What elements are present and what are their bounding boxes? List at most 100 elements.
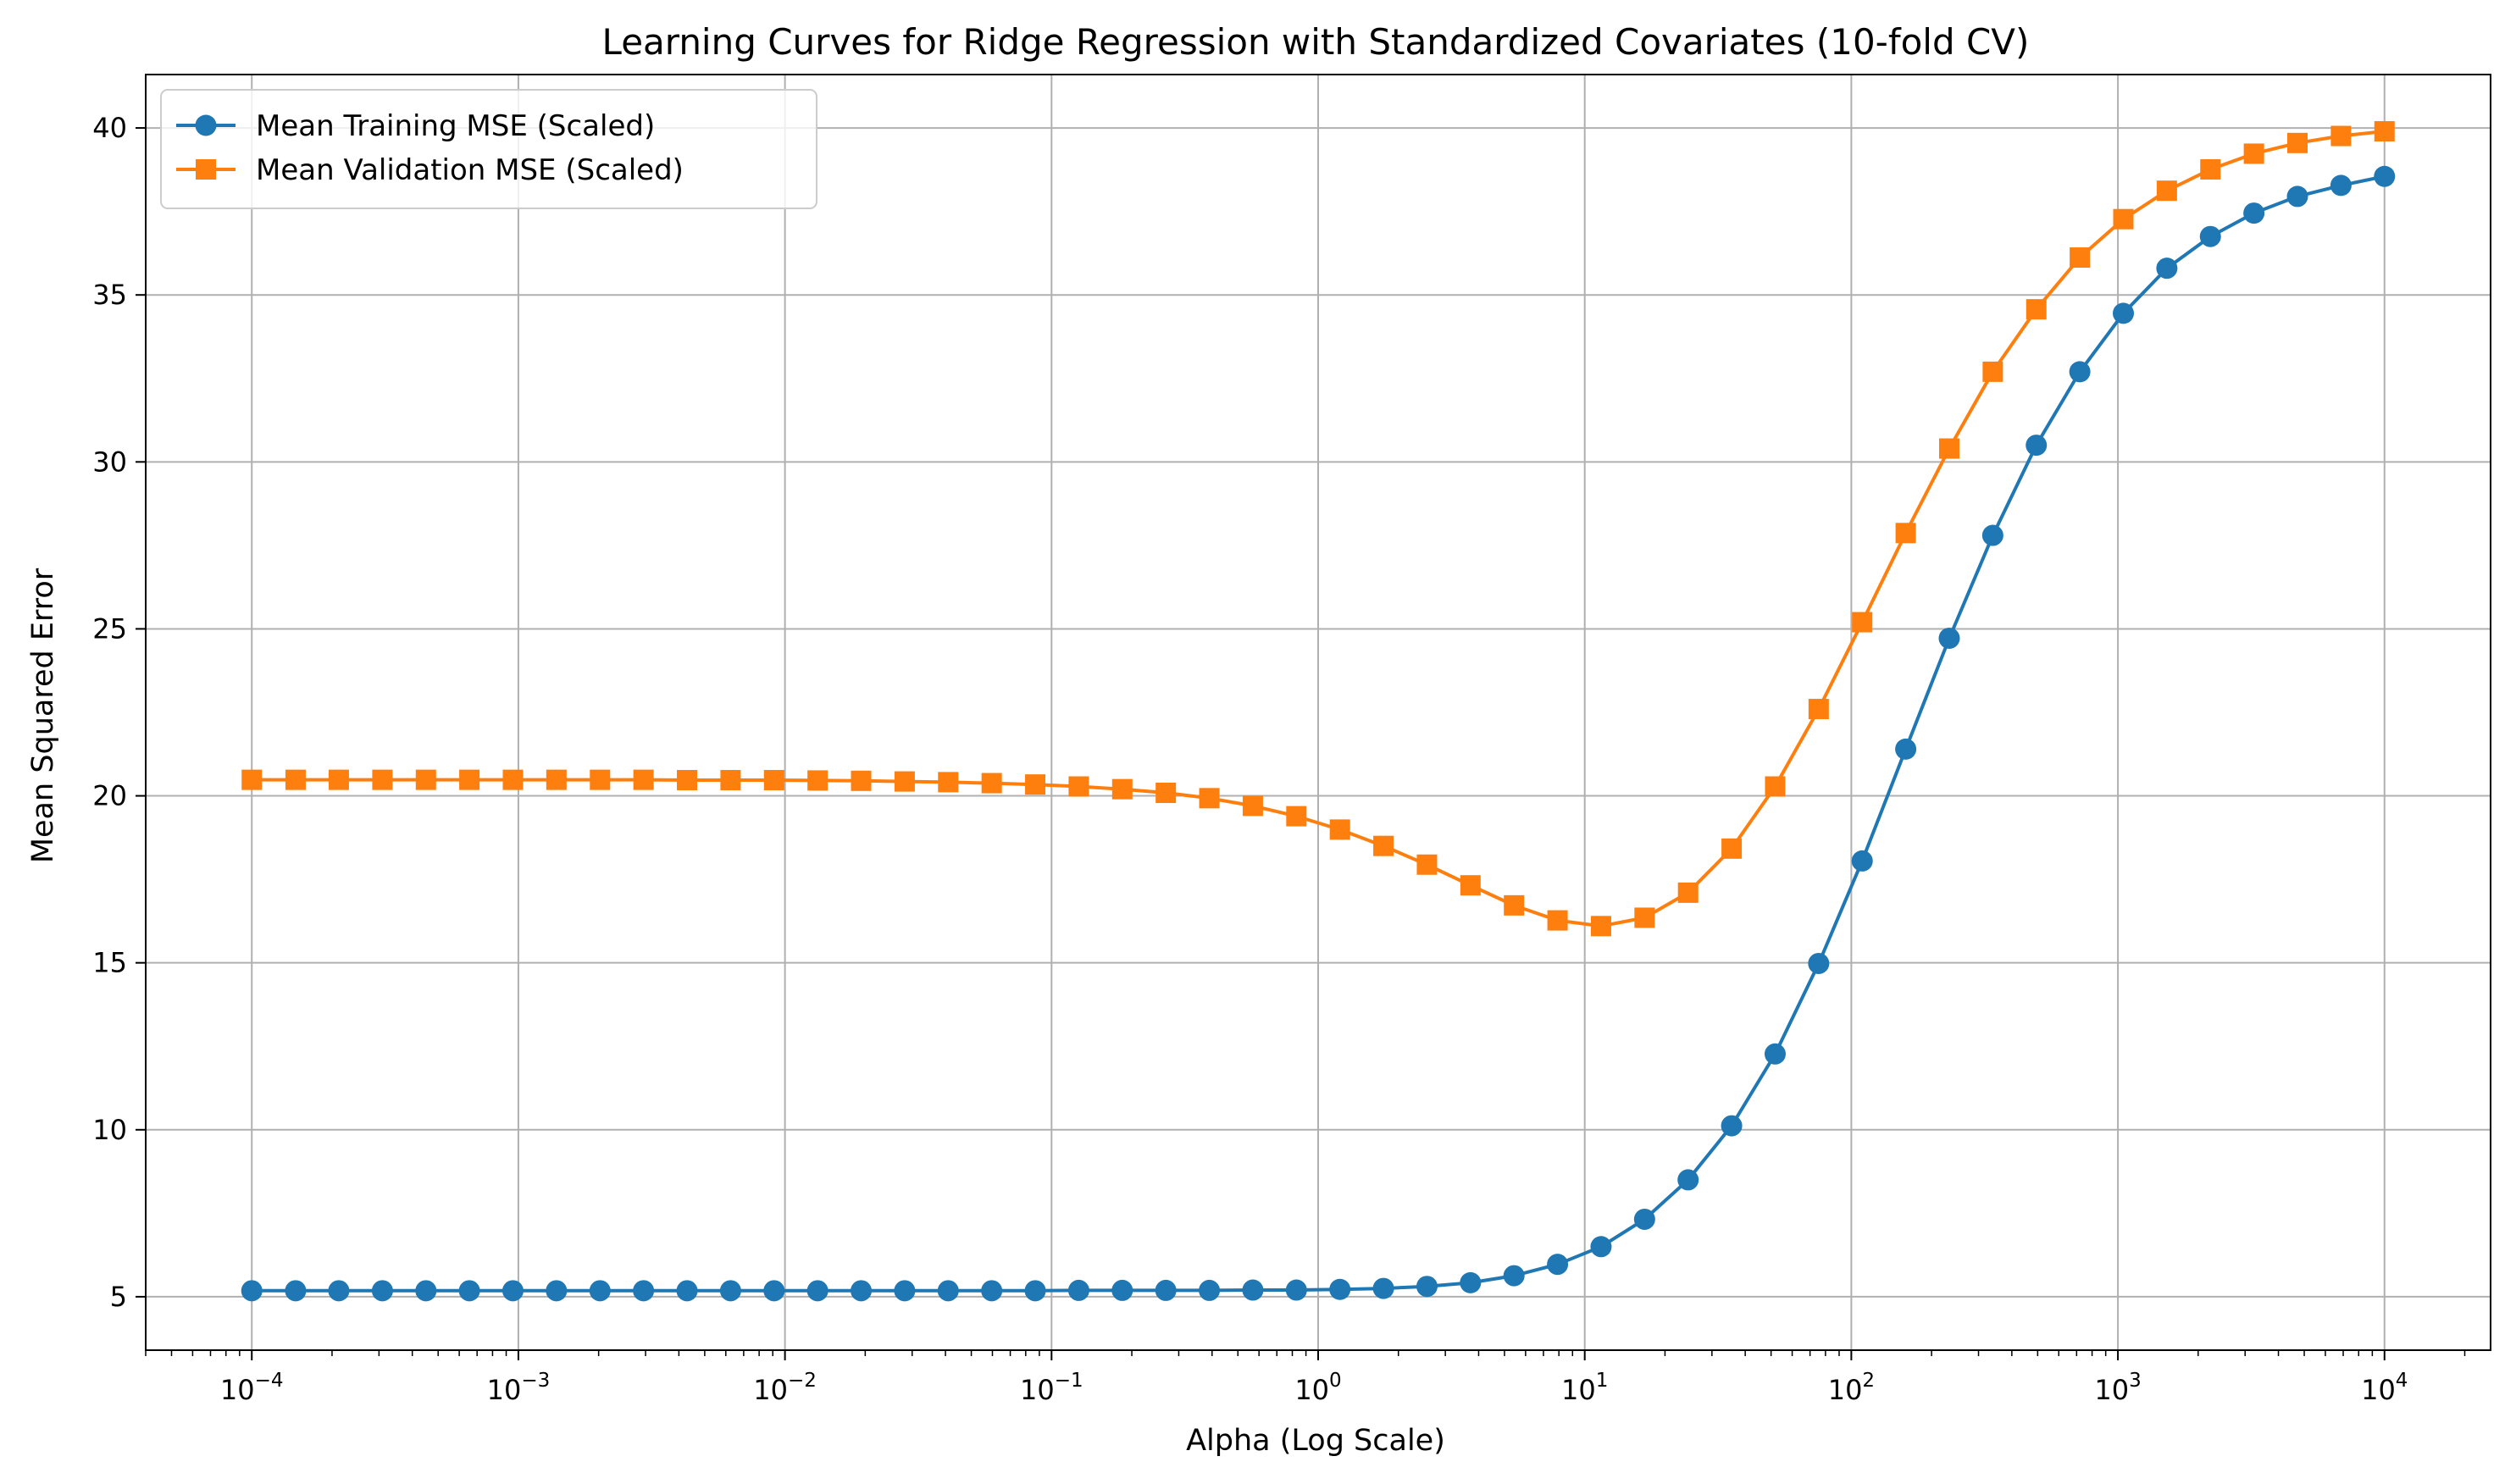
series-0: [241, 165, 2396, 1302]
data-point-square: [2243, 143, 2264, 164]
x-tick-label-exponent: −2: [788, 1370, 817, 1392]
x-tick-label-exponent: −4: [255, 1370, 284, 1392]
data-point-circle: [1938, 627, 1960, 649]
data-point-circle: [502, 1280, 524, 1302]
data-point-circle: [894, 1280, 916, 1302]
data-point-circle: [2026, 435, 2048, 457]
data-point-circle: [1329, 1278, 1351, 1300]
data-point-square: [1982, 361, 2003, 382]
data-point-square: [1808, 699, 1829, 720]
data-point-square: [241, 769, 263, 790]
data-point-circle: [1590, 1236, 1612, 1258]
legend-marker-square: [196, 159, 216, 180]
data-point-circle: [589, 1280, 611, 1302]
chart-title: Learning Curves for Ridge Regression wit…: [602, 21, 2030, 63]
data-point-circle: [1285, 1279, 1307, 1301]
x-tick-label-exponent: −3: [521, 1370, 550, 1392]
x-tick-label-base: 10: [2361, 1374, 2396, 1406]
x-tick-label-base: 10: [487, 1374, 522, 1406]
data-point-circle: [2113, 302, 2135, 324]
data-point-square: [807, 770, 829, 791]
x-tick-label: 104: [2361, 1370, 2408, 1406]
data-point-circle: [2243, 202, 2265, 224]
data-point-square: [720, 770, 741, 791]
data-point-circle: [241, 1280, 263, 1302]
data-point-square: [285, 769, 306, 790]
y-tick-label: 25: [92, 612, 127, 645]
data-point-circle: [1633, 1208, 1655, 1230]
series-1: [241, 121, 2395, 937]
data-point-square: [633, 769, 654, 790]
data-point-square: [1373, 835, 1394, 856]
x-tick-label: 102: [1828, 1370, 1875, 1406]
data-point-circle: [1808, 952, 1830, 974]
data-point-square: [2374, 121, 2395, 142]
y-tick-label: 15: [92, 947, 127, 979]
data-point-square: [938, 772, 959, 793]
data-point-circle: [2156, 257, 2178, 280]
data-point-circle: [1677, 1169, 1699, 1191]
data-point-square: [1677, 882, 1699, 903]
data-point-circle: [1547, 1254, 1569, 1276]
legend-label: Mean Training MSE (Scaled): [256, 109, 655, 143]
legend-label: Mean Validation MSE (Scaled): [256, 153, 684, 187]
data-point-circle: [2374, 165, 2396, 187]
data-point-square: [1286, 806, 1307, 827]
x-tick-label-base: 10: [220, 1374, 255, 1406]
legend-marker-circle: [195, 114, 217, 136]
data-point-square: [1460, 875, 1481, 896]
x-tick-label: 101: [1561, 1370, 1608, 1406]
x-tick-label-base: 10: [753, 1374, 788, 1406]
data-point-circle: [851, 1280, 873, 1302]
data-point-circle: [1764, 1043, 1786, 1065]
data-point-square: [2070, 247, 2091, 269]
legend: Mean Training MSE (Scaled) Mean Validatio…: [160, 89, 817, 209]
data-point-circle: [719, 1280, 741, 1302]
data-point-square: [1938, 438, 1959, 459]
data-point-square: [2113, 208, 2134, 230]
data-point-square: [1155, 783, 1177, 804]
data-point-circle: [2330, 174, 2352, 197]
data-point-square: [2156, 180, 2177, 202]
data-point-circle: [1503, 1265, 1525, 1287]
data-point-square: [894, 771, 915, 792]
data-point-circle: [1199, 1279, 1221, 1301]
data-point-square: [1199, 788, 1220, 809]
x-tick-label: 100: [1294, 1370, 1341, 1406]
data-point-square: [590, 769, 611, 790]
data-point-square: [2287, 132, 2308, 153]
data-point-square: [459, 769, 480, 790]
series-layer: [241, 121, 2396, 1302]
data-point-circle: [2069, 361, 2091, 383]
data-point-square: [1721, 838, 1743, 859]
data-point-square: [2200, 158, 2221, 180]
legend-item: Mean Training MSE (Scaled): [176, 109, 655, 143]
x-tick-label-base: 10: [1294, 1374, 1329, 1406]
data-point-circle: [285, 1280, 307, 1302]
data-point-square: [1242, 795, 1263, 817]
data-point-square: [763, 770, 784, 791]
x-axis-label: Alpha (Log Scale): [1186, 1424, 1445, 1458]
data-point-circle: [981, 1280, 1003, 1302]
grid: [146, 75, 2491, 1350]
data-point-circle: [1242, 1279, 1264, 1301]
data-point-square: [851, 770, 872, 791]
data-point-square: [1547, 910, 1568, 931]
data-point-circle: [1155, 1279, 1177, 1301]
data-point-circle: [1372, 1277, 1394, 1299]
data-point-square: [1068, 776, 1089, 797]
y-tick-label: 5: [110, 1281, 127, 1313]
x-tick-label: 10−2: [753, 1370, 817, 1406]
data-point-square: [1504, 894, 1525, 916]
x-tick-label-base: 10: [1828, 1374, 1863, 1406]
data-point-circle: [763, 1280, 785, 1302]
x-tick-label-base: 10: [1020, 1374, 1055, 1406]
legend-item: Mean Validation MSE (Scaled): [176, 153, 684, 187]
data-point-circle: [546, 1280, 568, 1302]
data-point-square: [2026, 299, 2047, 320]
x-tick-label: 10−4: [220, 1370, 284, 1406]
x-tick-label-base: 10: [1561, 1374, 1596, 1406]
x-tick-label: 10−1: [1020, 1370, 1083, 1406]
data-point-square: [1111, 778, 1133, 800]
